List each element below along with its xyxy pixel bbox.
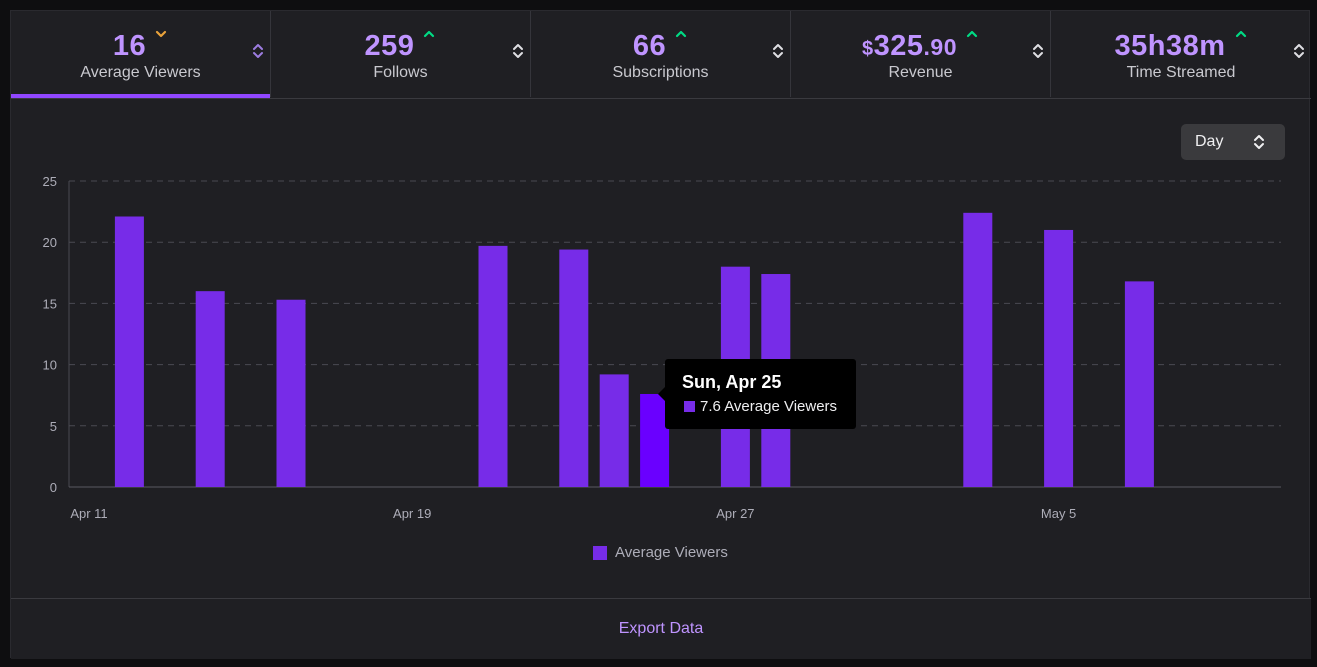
- export-data-button[interactable]: Export Data: [618, 620, 704, 637]
- sort-icon[interactable]: [252, 42, 264, 60]
- bar: [599, 374, 629, 487]
- bar: [195, 291, 225, 487]
- y-tick-label: 20: [43, 235, 57, 250]
- bar: [1044, 229, 1074, 487]
- x-tick-label: Apr 27: [716, 506, 754, 521]
- stat-subscriptions[interactable]: 66 Subscriptions: [531, 11, 791, 97]
- bar: [1124, 281, 1154, 487]
- trend-down-icon: [156, 30, 167, 38]
- stat-value: 66: [632, 30, 667, 63]
- bar: [114, 216, 144, 487]
- legend-swatch: [593, 546, 607, 560]
- tooltip-title: Sun, Apr 25: [682, 372, 782, 392]
- x-tick-label: Apr 11: [70, 506, 107, 521]
- y-tick-label: 0: [50, 480, 57, 495]
- tooltip-text: 7.6 Average Viewers: [700, 398, 838, 415]
- x-tick-label: May 5: [1041, 506, 1076, 521]
- trend-up-icon: [1235, 30, 1246, 38]
- stats-bar: 16 Average Viewers 259 Follows 66 Subscr…: [11, 11, 1311, 99]
- stat-follows[interactable]: 259 Follows: [271, 11, 531, 97]
- sort-icon[interactable]: [772, 42, 784, 60]
- sort-icon[interactable]: [512, 42, 524, 60]
- trend-up-icon: [676, 30, 687, 38]
- stat-value: 35h38m: [1114, 30, 1226, 63]
- bar-chart: 0 5 10 15 20 25 Apr 11 Apr 19 Apr 27 May 5: [43, 174, 1281, 521]
- stat-label: Subscriptions: [612, 64, 709, 81]
- legend-label: Average Viewers: [615, 544, 728, 561]
- sort-icon[interactable]: [1293, 42, 1305, 60]
- stat-value: $325.90: [862, 30, 957, 63]
- trend-up-icon: [424, 30, 435, 38]
- y-tick-label: 5: [50, 419, 57, 434]
- stat-label: Follows: [373, 64, 428, 81]
- bar: [276, 299, 306, 487]
- trend-up-icon: [966, 30, 978, 38]
- y-tick-label: 10: [43, 358, 57, 373]
- analytics-panel: 16 Average Viewers 259 Follows 66 Subscr…: [10, 10, 1311, 659]
- chart-tooltip: Sun, Apr 25 7.6 Average Viewers: [658, 359, 856, 429]
- stat-revenue[interactable]: $325.90 Revenue: [791, 11, 1051, 97]
- sort-icon[interactable]: [1032, 42, 1044, 60]
- stat-label: Average Viewers: [80, 64, 201, 81]
- period-select[interactable]: Day: [1181, 124, 1285, 160]
- bar: [559, 249, 589, 487]
- stat-time-streamed[interactable]: 35h38m Time Streamed: [1051, 11, 1311, 97]
- stat-label: Time Streamed: [1126, 64, 1236, 81]
- stat-label: Revenue: [888, 64, 953, 81]
- chevron-up-down-icon: [1254, 135, 1264, 149]
- tooltip-swatch: [684, 401, 695, 412]
- x-tick-label: Apr 19: [393, 506, 431, 521]
- stat-average-viewers[interactable]: 16 Average Viewers: [11, 11, 271, 98]
- period-select-value: Day: [1195, 133, 1224, 150]
- stat-value: 259: [364, 30, 415, 63]
- bar: [963, 212, 993, 487]
- y-tick-label: 25: [43, 174, 57, 189]
- panel-footer: Export Data: [11, 598, 1311, 659]
- bar-highlighted: [640, 393, 670, 487]
- stat-value: 16: [112, 30, 147, 63]
- y-tick-label: 15: [43, 296, 57, 311]
- bar: [478, 245, 508, 487]
